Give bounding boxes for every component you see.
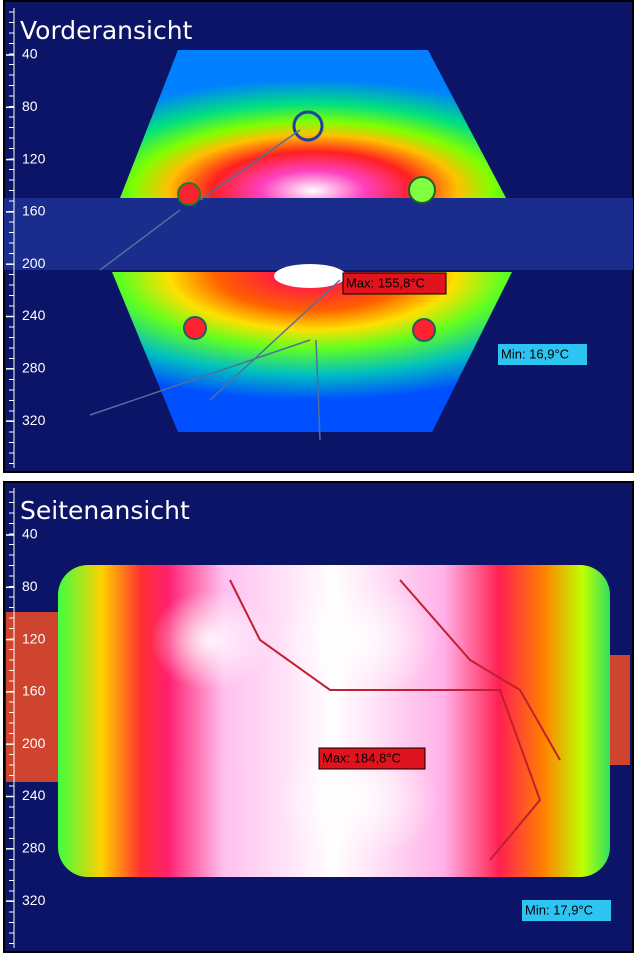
hot-spot xyxy=(280,580,440,700)
scale-label: 240 xyxy=(22,307,46,323)
sensor xyxy=(177,182,201,206)
heat-edge xyxy=(6,612,62,782)
max-label-box xyxy=(342,272,447,295)
scale-label: 40 xyxy=(22,526,38,542)
hot-spot xyxy=(280,740,440,860)
bar-shadow xyxy=(4,198,633,270)
scale-label: 200 xyxy=(22,735,46,751)
min-label-box xyxy=(522,900,611,921)
sensor xyxy=(412,318,436,342)
heat-shape xyxy=(112,272,512,432)
hot-spot xyxy=(150,590,270,690)
scale-label: 40 xyxy=(22,46,38,62)
scale-label: 280 xyxy=(22,360,46,376)
scale-label: 160 xyxy=(22,203,46,219)
sensor xyxy=(183,316,207,340)
scale-label: 80 xyxy=(22,98,38,114)
sensor xyxy=(408,176,436,204)
scale-label: 280 xyxy=(22,840,46,856)
scale-label: 320 xyxy=(22,892,46,908)
min-label: Min: 17,9°C xyxy=(525,902,593,917)
hot-spot xyxy=(274,264,346,288)
scale-label: 120 xyxy=(22,150,46,166)
min-label: Min: 16,9°C xyxy=(501,346,569,361)
scale-label: 120 xyxy=(22,630,46,646)
heat-shape xyxy=(120,50,506,198)
panel-side xyxy=(3,481,634,953)
scale-label: 200 xyxy=(22,255,46,271)
view-title: Seitenansicht xyxy=(20,496,190,525)
min-label-box xyxy=(498,344,587,365)
scale-label: 160 xyxy=(22,683,46,699)
max-label: Max: 155,8°C xyxy=(346,275,425,290)
scale-label: 240 xyxy=(22,787,46,803)
scale-label: 320 xyxy=(22,412,46,428)
panel-front xyxy=(3,0,634,473)
wires xyxy=(229,579,561,861)
max-label: Max: 184,8°C xyxy=(322,750,401,765)
sensor xyxy=(292,110,324,142)
scale-label: 80 xyxy=(22,578,38,594)
view-title: Vorderansicht xyxy=(20,16,193,45)
max-label-box xyxy=(318,747,426,770)
wires xyxy=(89,129,341,441)
